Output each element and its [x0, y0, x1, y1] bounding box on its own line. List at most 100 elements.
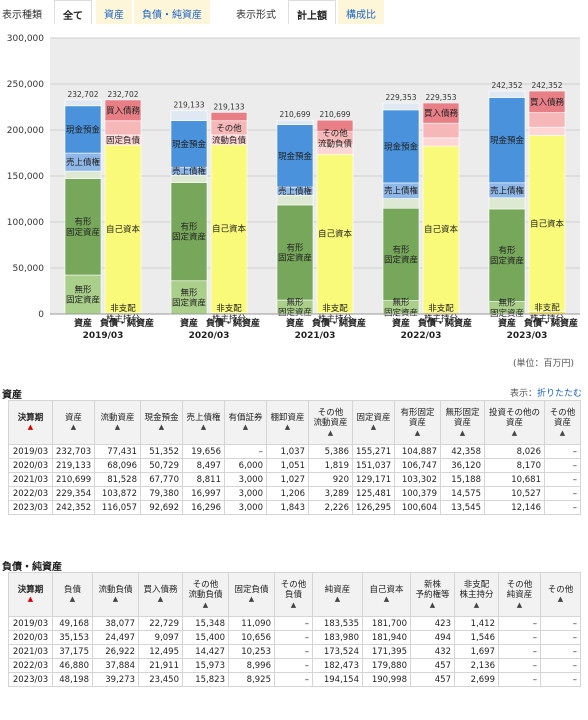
column-header[interactable]: その他 流動資産 ▲ — [308, 400, 353, 445]
liab-segment — [422, 137, 460, 147]
value-cell: 1,819 — [308, 458, 353, 473]
x-bar-label: 負債・純資産 — [524, 317, 578, 329]
value-cell: 432 — [410, 644, 455, 659]
sort-arrow-icon[interactable]: ▲ — [114, 423, 121, 432]
sort-arrow-icon[interactable]: ▲ — [557, 595, 564, 604]
column-header[interactable]: 投資その他の 資産 ▲ — [484, 400, 545, 445]
sort-arrow-icon[interactable]: ▲ — [511, 428, 518, 437]
liab-segment — [316, 119, 354, 132]
column-header[interactable]: 純資産 ▲ — [312, 572, 363, 617]
value-cell: 11,090 — [228, 616, 275, 631]
tab-assets[interactable]: 資産 — [96, 0, 132, 24]
column-header[interactable]: 棚卸資産 ▲ — [266, 400, 309, 445]
collapse-link[interactable]: 折りたたむ — [536, 389, 582, 399]
column-header-label: その他 資産 — [549, 407, 576, 429]
sort-arrow-icon[interactable]: ▲ — [327, 428, 334, 437]
sort-arrow-icon[interactable]: ▲ — [290, 600, 297, 609]
column-header[interactable]: その他 資産 ▲ — [544, 400, 581, 445]
liab-segment-label: 非支配株主持分 — [212, 303, 247, 324]
liab-segment — [528, 126, 566, 136]
sort-arrow-icon[interactable]: ▲ — [559, 428, 566, 437]
sort-arrow-icon[interactable]: ▲ — [70, 423, 77, 432]
sort-arrow-icon[interactable]: ▲ — [27, 595, 34, 604]
value-cell: 10,656 — [228, 630, 275, 645]
column-header[interactable]: 無形固定 資産 ▲ — [440, 400, 485, 445]
liab-segment-label: 自己資本 — [530, 218, 565, 229]
column-header[interactable]: その他 流動負債 ▲ — [182, 572, 229, 617]
column-header[interactable]: 流動資産 ▲ — [94, 400, 141, 445]
column-header[interactable]: その他 ▲ — [540, 572, 581, 617]
sort-arrow-icon[interactable]: ▲ — [516, 600, 523, 609]
sort-arrow-icon[interactable]: ▲ — [158, 423, 165, 432]
value-cell: 8,170 — [484, 458, 545, 473]
sort-arrow-icon[interactable]: ▲ — [370, 423, 377, 432]
sort-arrow-icon[interactable]: ▲ — [69, 595, 76, 604]
value-cell: – — [274, 644, 313, 659]
sort-arrow-icon[interactable]: ▲ — [383, 595, 390, 604]
liab-segment-label: 非支配株主持分 — [424, 303, 459, 324]
liab-segment — [528, 112, 566, 128]
value-cell: 42,358 — [440, 444, 485, 459]
sort-arrow-icon[interactable]: ▲ — [429, 600, 436, 609]
sort-arrow-icon[interactable]: ▲ — [157, 595, 164, 604]
tab-all[interactable]: 全て — [54, 0, 92, 24]
sort-arrow-icon[interactable]: ▲ — [414, 428, 421, 437]
column-header[interactable]: 非支配 株主持分 ▲ — [454, 572, 499, 617]
value-cell: 8,925 — [228, 672, 275, 687]
sort-arrow-icon[interactable]: ▲ — [112, 595, 119, 604]
tab-amount[interactable]: 計上額 — [288, 0, 336, 24]
value-cell: 68,096 — [94, 458, 141, 473]
value-cell: – — [544, 500, 581, 515]
value-cell: 2,699 — [454, 672, 499, 687]
value-cell: – — [544, 472, 581, 487]
balance-sheet-chart: 0 50,000 100,000 150,000 200,000 250,000 300,0… — [7, 34, 580, 341]
tab-ratio[interactable]: 構成比 — [338, 0, 384, 24]
value-cell: 104,887 — [394, 444, 441, 459]
value-cell: 179,880 — [362, 658, 411, 673]
column-header-label: 棚卸資産 — [270, 412, 305, 423]
liab-segment — [528, 135, 566, 312]
value-cell: 106,747 — [394, 458, 441, 473]
value-cell: 8,811 — [182, 472, 225, 487]
table-row: 2019/03 232,703 77,431 51,352 19,656–1,037 5,… — [8, 444, 581, 459]
column-header[interactable]: 負債 ▲ — [52, 572, 93, 617]
sort-arrow-icon[interactable]: ▲ — [27, 423, 34, 432]
column-header[interactable]: 有価証券 ▲ — [224, 400, 267, 445]
table-row: 2021/03 37,175 26,922 12,495 14,427 10,253–17… — [8, 644, 581, 659]
asset-segment — [488, 197, 526, 210]
sort-arrow-icon[interactable]: ▲ — [459, 428, 466, 437]
sort-arrow-icon[interactable]: ▲ — [200, 423, 207, 432]
value-cell: 35,153 — [52, 630, 93, 645]
sort-arrow-icon[interactable]: ▲ — [202, 600, 209, 609]
column-header[interactable]: 現金預金 ▲ — [140, 400, 183, 445]
asset-segment — [382, 198, 420, 209]
value-cell: – — [540, 672, 581, 687]
column-header[interactable]: 資産 ▲ — [52, 400, 95, 445]
liab-total-label: 242,352 — [531, 81, 562, 90]
column-header[interactable]: 有形固定 資産 ▲ — [394, 400, 441, 445]
asset-total-label: 219,133 — [173, 101, 204, 110]
column-header[interactable]: 決算期 ▲ — [8, 572, 53, 617]
value-cell: – — [544, 486, 581, 501]
sort-arrow-icon[interactable]: ▲ — [248, 595, 255, 604]
column-header[interactable]: 固定負債 ▲ — [228, 572, 275, 617]
column-header[interactable]: 売上債権 ▲ — [182, 400, 225, 445]
column-header[interactable]: その他 負債 ▲ — [274, 572, 313, 617]
column-header[interactable]: 決算期 ▲ — [8, 400, 53, 445]
sort-arrow-icon[interactable]: ▲ — [473, 600, 480, 609]
column-header[interactable]: 新株 予約権等 ▲ — [410, 572, 455, 617]
tab-liabilities-equity[interactable]: 負債・純資産 — [134, 0, 210, 24]
column-header[interactable]: 買入債務 ▲ — [138, 572, 183, 617]
column-header[interactable]: その他 純資産 ▲ — [498, 572, 541, 617]
sort-arrow-icon[interactable]: ▲ — [242, 423, 249, 432]
value-cell: 16,997 — [182, 486, 225, 501]
column-header[interactable]: 固定資産 ▲ — [352, 400, 395, 445]
sort-arrow-icon[interactable]: ▲ — [284, 423, 291, 432]
column-header-label: 無形固定 資産 — [445, 407, 480, 429]
liab-segment-label: 固定負債 — [106, 135, 141, 146]
column-header[interactable]: 自己資本 ▲ — [362, 572, 411, 617]
value-cell: – — [498, 630, 541, 645]
asset-segment — [488, 90, 526, 98]
sort-arrow-icon[interactable]: ▲ — [334, 595, 341, 604]
column-header[interactable]: 流動負債 ▲ — [92, 572, 139, 617]
